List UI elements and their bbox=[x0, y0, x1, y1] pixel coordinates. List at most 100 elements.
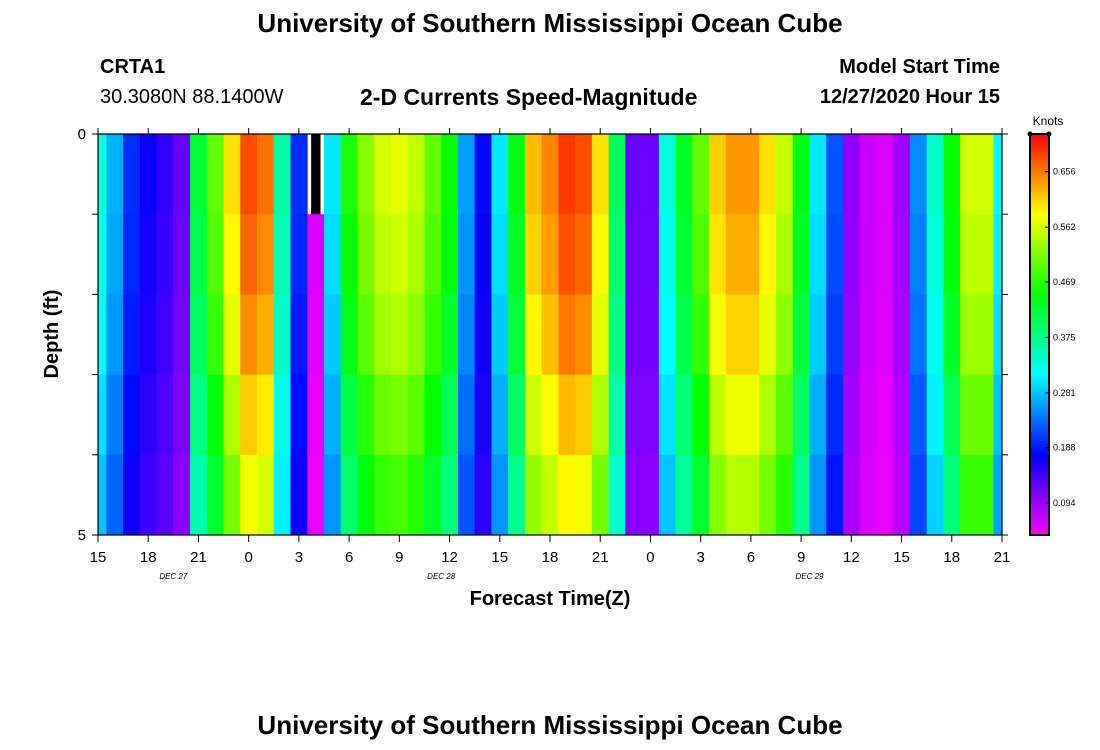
heatmap-cell bbox=[441, 134, 459, 215]
heatmap-cell bbox=[976, 134, 995, 215]
heatmap-cell bbox=[407, 454, 425, 536]
heatmap-cell bbox=[190, 214, 208, 295]
heatmap-cell bbox=[926, 454, 944, 536]
heatmap-cell bbox=[357, 294, 375, 375]
heatmap-cell bbox=[206, 134, 224, 215]
date-label: DEC 29 bbox=[795, 572, 824, 581]
heatmap-cell bbox=[257, 134, 275, 215]
heatmap-cell bbox=[943, 214, 961, 295]
heatmap-cell bbox=[357, 134, 375, 215]
heatmap-cell bbox=[575, 294, 593, 375]
heatmap-cell bbox=[675, 294, 693, 375]
x-tick-label: 18 bbox=[140, 549, 157, 566]
heatmap-cell bbox=[692, 454, 710, 536]
heatmap-cell bbox=[457, 294, 476, 375]
heatmap-cell bbox=[106, 214, 124, 295]
heatmap-cell bbox=[173, 454, 191, 536]
heatmap-cell bbox=[290, 134, 308, 215]
heatmap-cell bbox=[340, 214, 358, 295]
heatmap-cell bbox=[508, 374, 526, 456]
colorbar: 0.094 0.188 0.281 0.375 0.469 0.562 0.656 bbox=[1027, 131, 1076, 536]
heatmap-cell bbox=[441, 374, 459, 456]
heatmap-cell bbox=[709, 214, 727, 295]
heatmap-cell bbox=[173, 134, 191, 215]
heatmap-cell bbox=[809, 374, 827, 456]
heatmap-cell bbox=[424, 294, 442, 375]
x-tick-label: 21 bbox=[592, 549, 609, 566]
heatmap-cell bbox=[976, 294, 995, 375]
heatmap-cell bbox=[675, 374, 693, 456]
heatmap-cells bbox=[98, 134, 1003, 536]
heatmap-cell bbox=[575, 454, 593, 536]
heatmap-cell bbox=[909, 214, 928, 295]
heatmap-cell bbox=[156, 134, 174, 215]
heatmap-cell bbox=[943, 374, 961, 456]
heatmap-cell bbox=[374, 454, 392, 536]
heatmap-cell bbox=[658, 374, 676, 456]
heatmap-cell bbox=[340, 374, 358, 456]
heatmap-cell bbox=[123, 134, 141, 215]
heatmap-cell bbox=[223, 374, 241, 456]
heatmap-cell bbox=[491, 374, 509, 456]
heatmap-cell bbox=[608, 374, 626, 456]
heatmap-cell bbox=[491, 214, 509, 295]
heatmap-cell bbox=[524, 134, 543, 215]
heatmap-cell bbox=[541, 294, 559, 375]
heatmap-cell bbox=[876, 214, 894, 295]
station-coords: 30.3080N 88.1400W bbox=[100, 86, 284, 108]
heatmap-cell bbox=[340, 454, 358, 536]
heatmap-cell bbox=[190, 134, 208, 215]
heatmap-cell bbox=[106, 454, 124, 536]
heatmap-cell bbox=[776, 454, 794, 536]
heatmap-cell bbox=[340, 134, 358, 215]
heatmap-cell bbox=[575, 214, 593, 295]
heatmap-cell bbox=[223, 294, 241, 375]
x-tick-label: 9 bbox=[797, 549, 805, 566]
heatmap-cell bbox=[960, 374, 978, 456]
heatmap-cell bbox=[943, 294, 961, 375]
heatmap-cell bbox=[290, 294, 308, 375]
heatmap-cell bbox=[575, 374, 593, 456]
heatmap-cell bbox=[424, 374, 442, 456]
heatmap-cell bbox=[859, 134, 877, 215]
heatmap-cell bbox=[926, 374, 944, 456]
heatmap-cell bbox=[842, 294, 861, 375]
heatmap-cell bbox=[675, 454, 693, 536]
heatmap-cell bbox=[139, 214, 157, 295]
heatmap-cell bbox=[591, 374, 609, 456]
heatmap-cell bbox=[558, 454, 576, 536]
heatmap-cell bbox=[909, 294, 928, 375]
heatmap-cell bbox=[106, 374, 124, 456]
heatmap-cell bbox=[658, 294, 676, 375]
heatmap-cell bbox=[893, 374, 911, 456]
heatmap-cell bbox=[876, 454, 894, 536]
heatmap-cell bbox=[374, 294, 392, 375]
heatmap-cell bbox=[859, 374, 877, 456]
footer-title: University of Southern Mississippi Ocean… bbox=[257, 710, 843, 740]
heatmap-cell bbox=[156, 214, 174, 295]
heatmap-cell bbox=[976, 454, 995, 536]
heatmap-cell bbox=[390, 374, 409, 456]
heatmap-cell bbox=[558, 134, 576, 215]
heatmap-cell bbox=[524, 374, 543, 456]
heatmap-cell bbox=[642, 214, 660, 295]
heatmap-cell bbox=[474, 454, 492, 536]
colorbar-tick-label: 0.656 bbox=[1053, 167, 1076, 177]
heatmap-cell bbox=[943, 454, 961, 536]
heatmap-cell bbox=[240, 294, 258, 375]
colorbar-title: Knots bbox=[1033, 114, 1064, 128]
heatmap-cell bbox=[257, 294, 275, 375]
heatmap-cell bbox=[675, 214, 693, 295]
heatmap-cell bbox=[290, 214, 308, 295]
heatmap-cell bbox=[692, 374, 710, 456]
heatmap-cell bbox=[759, 374, 777, 456]
heatmap-cell bbox=[524, 294, 543, 375]
heatmap-cell bbox=[809, 134, 827, 215]
heatmap-cell bbox=[759, 294, 777, 375]
heatmap-cell bbox=[625, 134, 643, 215]
heatmap-cell bbox=[591, 454, 609, 536]
heatmap-cell bbox=[993, 454, 1003, 536]
heatmap-cell bbox=[893, 454, 911, 536]
heatmap-cell bbox=[792, 294, 810, 375]
heatmap-cell bbox=[240, 134, 258, 215]
